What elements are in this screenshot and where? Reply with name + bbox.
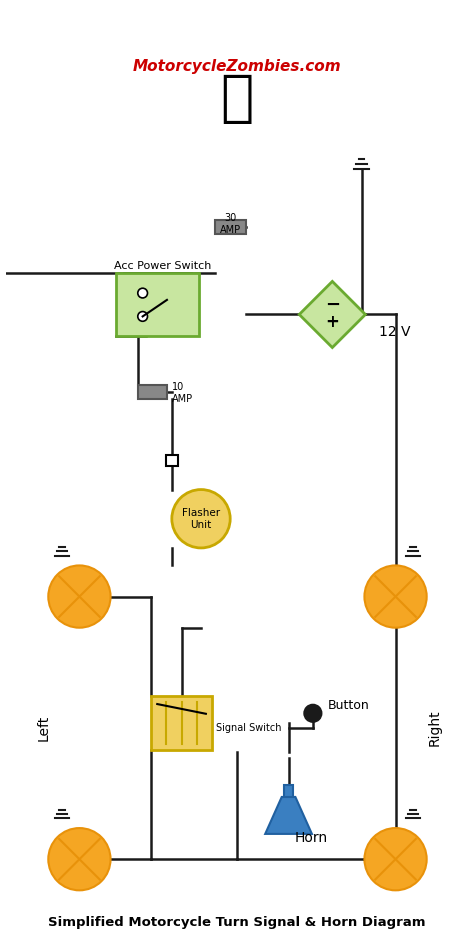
Text: MotorcycleZombies.com: MotorcycleZombies.com	[133, 59, 341, 74]
Text: 12 V: 12 V	[379, 325, 410, 339]
Circle shape	[172, 489, 230, 548]
Circle shape	[138, 288, 147, 298]
Circle shape	[138, 312, 147, 321]
Text: Acc Power Switch: Acc Power Switch	[114, 262, 211, 271]
Text: Right: Right	[428, 709, 441, 746]
Polygon shape	[299, 282, 365, 348]
Text: 🏍: 🏍	[220, 71, 254, 125]
Polygon shape	[284, 785, 293, 797]
Text: Button: Button	[328, 699, 369, 712]
Text: Flasher
Unit: Flasher Unit	[182, 508, 220, 530]
Text: Simplified Motorcycle Turn Signal & Horn Diagram: Simplified Motorcycle Turn Signal & Horn…	[48, 916, 426, 929]
FancyBboxPatch shape	[215, 220, 246, 234]
Text: 10
AMP: 10 AMP	[172, 382, 193, 404]
Circle shape	[48, 565, 110, 628]
FancyBboxPatch shape	[166, 454, 178, 466]
Text: 30
AMP: 30 AMP	[219, 213, 241, 235]
Text: −: −	[325, 296, 340, 314]
FancyBboxPatch shape	[151, 696, 212, 750]
Text: +: +	[325, 313, 339, 331]
Circle shape	[365, 828, 427, 890]
Circle shape	[48, 828, 110, 890]
Text: Signal Switch: Signal Switch	[216, 723, 281, 733]
FancyBboxPatch shape	[116, 273, 199, 337]
Text: Left: Left	[36, 715, 50, 741]
FancyBboxPatch shape	[138, 386, 167, 399]
Circle shape	[365, 565, 427, 628]
Circle shape	[304, 704, 322, 722]
Polygon shape	[265, 797, 312, 834]
Text: Horn: Horn	[294, 830, 328, 845]
